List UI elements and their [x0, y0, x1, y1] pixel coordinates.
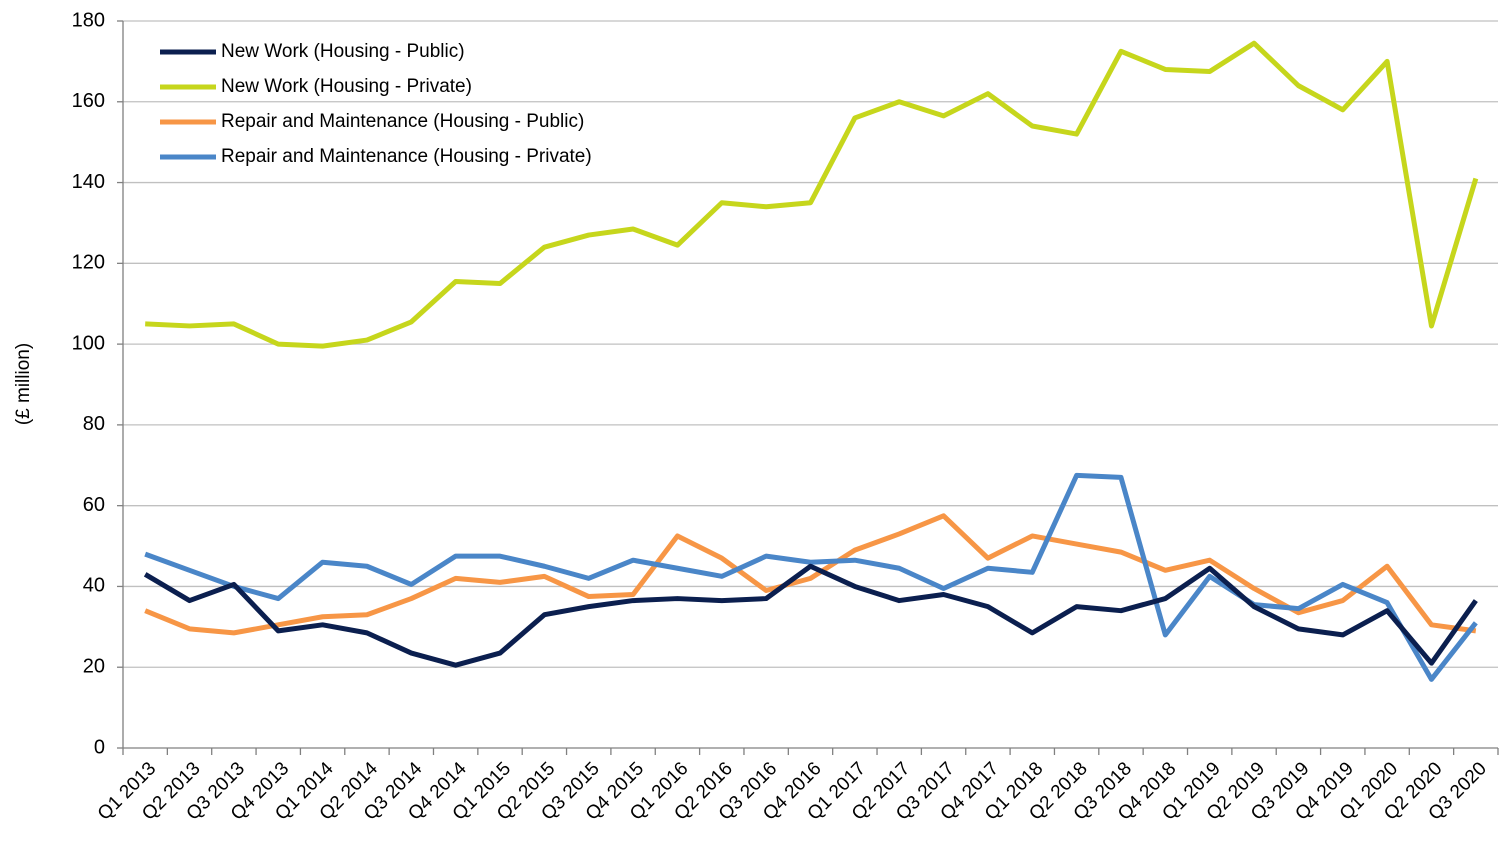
- series-line: [145, 40, 1479, 349]
- y-axis-label: (£ million): [13, 343, 34, 425]
- y-tick-label: 160: [72, 90, 105, 112]
- y-tick-label: 80: [83, 413, 105, 435]
- legend-label: New Work (Housing - Public): [221, 41, 465, 62]
- y-tick-label: 140: [72, 171, 105, 193]
- series-line: [144, 513, 1477, 636]
- y-tick-label: 40: [83, 575, 105, 597]
- legend-label: Repair and Maintenance (Housing - Privat…: [221, 146, 592, 167]
- y-tick-label: 20: [83, 656, 105, 678]
- y-tick-label: 0: [94, 736, 105, 758]
- y-tick-label: 180: [72, 9, 105, 31]
- y-tick-label: 100: [72, 332, 105, 354]
- y-tick-label: 120: [72, 252, 105, 274]
- series-line: [143, 563, 1478, 668]
- y-tick-label: 60: [83, 494, 105, 516]
- legend-label: New Work (Housing - Private): [221, 76, 472, 97]
- legend-label: Repair and Maintenance (Housing - Public…: [221, 111, 584, 132]
